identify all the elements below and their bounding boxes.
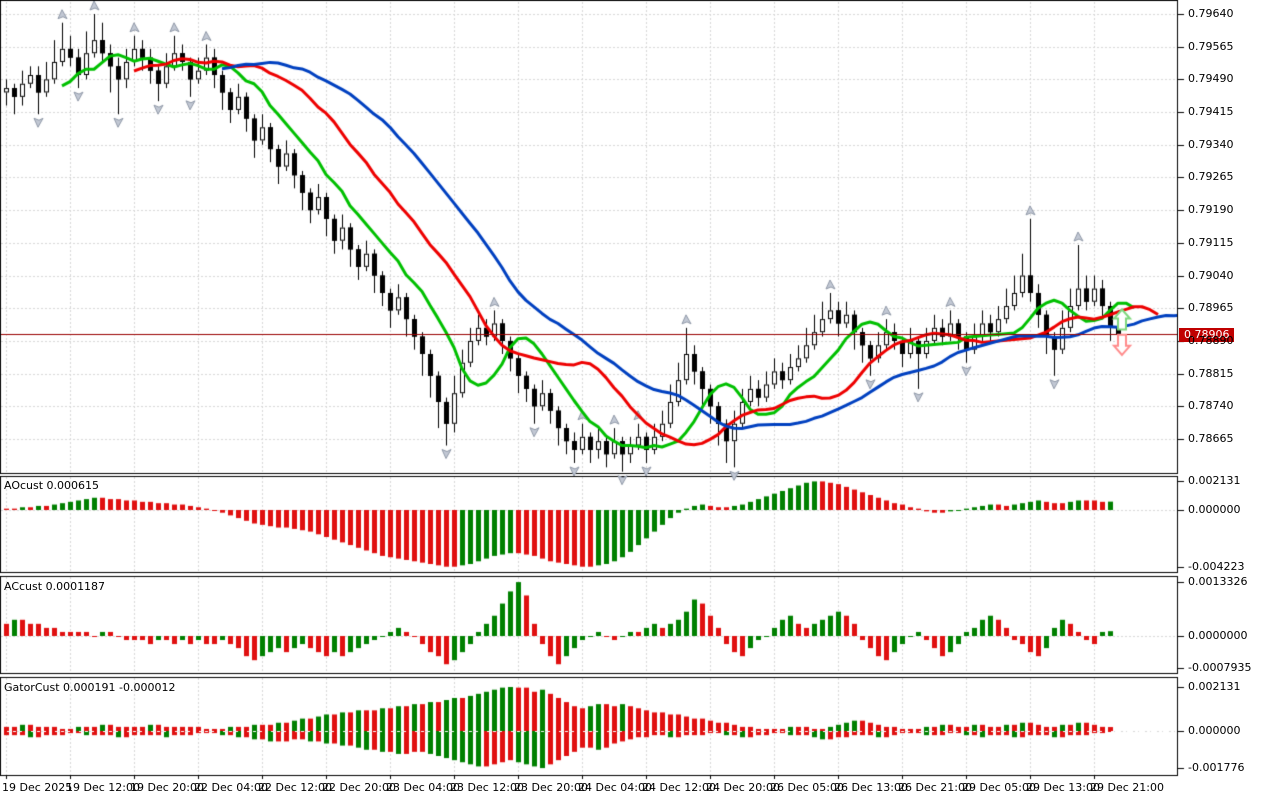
price-tick-label: 0.79190: [1188, 203, 1234, 216]
time-tick-label: 19 Dec 2025: [2, 781, 73, 794]
indicator-scale-label: 0.0000000: [1188, 629, 1248, 642]
current-price-badge: 0.78906: [1179, 327, 1234, 342]
indicator-scale-label: 0.000000: [1188, 503, 1241, 516]
time-tick-label: 26 Dec 13:00: [834, 781, 908, 794]
time-tick-label: 23 Dec 20:00: [514, 781, 588, 794]
time-tick-label: 19 Dec 12:00: [66, 781, 140, 794]
indicator-scale-label: 0.002131: [1188, 680, 1241, 693]
indicator-scale-label: 0.002131: [1188, 474, 1241, 487]
indicator-label-ac: ACcust 0.0001187: [4, 580, 106, 593]
indicator-scale-label: 0.000000: [1188, 724, 1241, 737]
time-tick-label: 23 Dec 04:00: [386, 781, 460, 794]
indicator-label-gator: GatorCust 0.000191 -0.000012: [4, 681, 176, 694]
time-tick-label: 29 Dec 21:00: [1090, 781, 1164, 794]
time-tick-label: 29 Dec 13:00: [1026, 781, 1100, 794]
time-tick-label: 26 Dec 21:00: [898, 781, 972, 794]
time-tick-label: 29 Dec 05:00: [962, 781, 1036, 794]
price-tick-label: 0.79040: [1188, 269, 1234, 282]
time-tick-label: 22 Dec 04:00: [194, 781, 268, 794]
price-tick-label: 0.78965: [1188, 301, 1234, 314]
indicator-scale-label: 0.0013326: [1188, 575, 1248, 588]
price-tick-label: 0.79340: [1188, 138, 1234, 151]
price-tick-label: 0.79490: [1188, 72, 1234, 85]
price-tick-label: 0.79640: [1188, 7, 1234, 20]
time-tick-label: 22 Dec 20:00: [322, 781, 396, 794]
time-tick-label: 24 Dec 20:00: [706, 781, 780, 794]
time-tick-label: 24 Dec 12:00: [642, 781, 716, 794]
indicator-scale-label: -0.001776: [1188, 761, 1245, 774]
price-tick-label: 0.79115: [1188, 236, 1234, 249]
time-tick-label: 19 Dec 20:00: [130, 781, 204, 794]
price-tick-label: 0.79415: [1188, 105, 1234, 118]
time-tick-label: 22 Dec 12:00: [258, 781, 332, 794]
price-tick-label: 0.78815: [1188, 367, 1234, 380]
time-tick-label: 26 Dec 05:00: [770, 781, 844, 794]
time-tick-label: 23 Dec 12:00: [450, 781, 524, 794]
indicator-scale-label: -0.004223: [1188, 560, 1245, 573]
indicator-label-ao: AOcust 0.000615: [4, 479, 100, 492]
price-tick-label: 0.78665: [1188, 432, 1234, 445]
indicator-scale-label: -0.0007935: [1188, 661, 1252, 674]
price-tick-label: 0.78890: [1188, 334, 1234, 347]
time-tick-label: 24 Dec 04:00: [578, 781, 652, 794]
price-tick-label: 0.78740: [1188, 399, 1234, 412]
price-tick-label: 0.79565: [1188, 40, 1234, 53]
price-tick-label: 0.79265: [1188, 170, 1234, 183]
